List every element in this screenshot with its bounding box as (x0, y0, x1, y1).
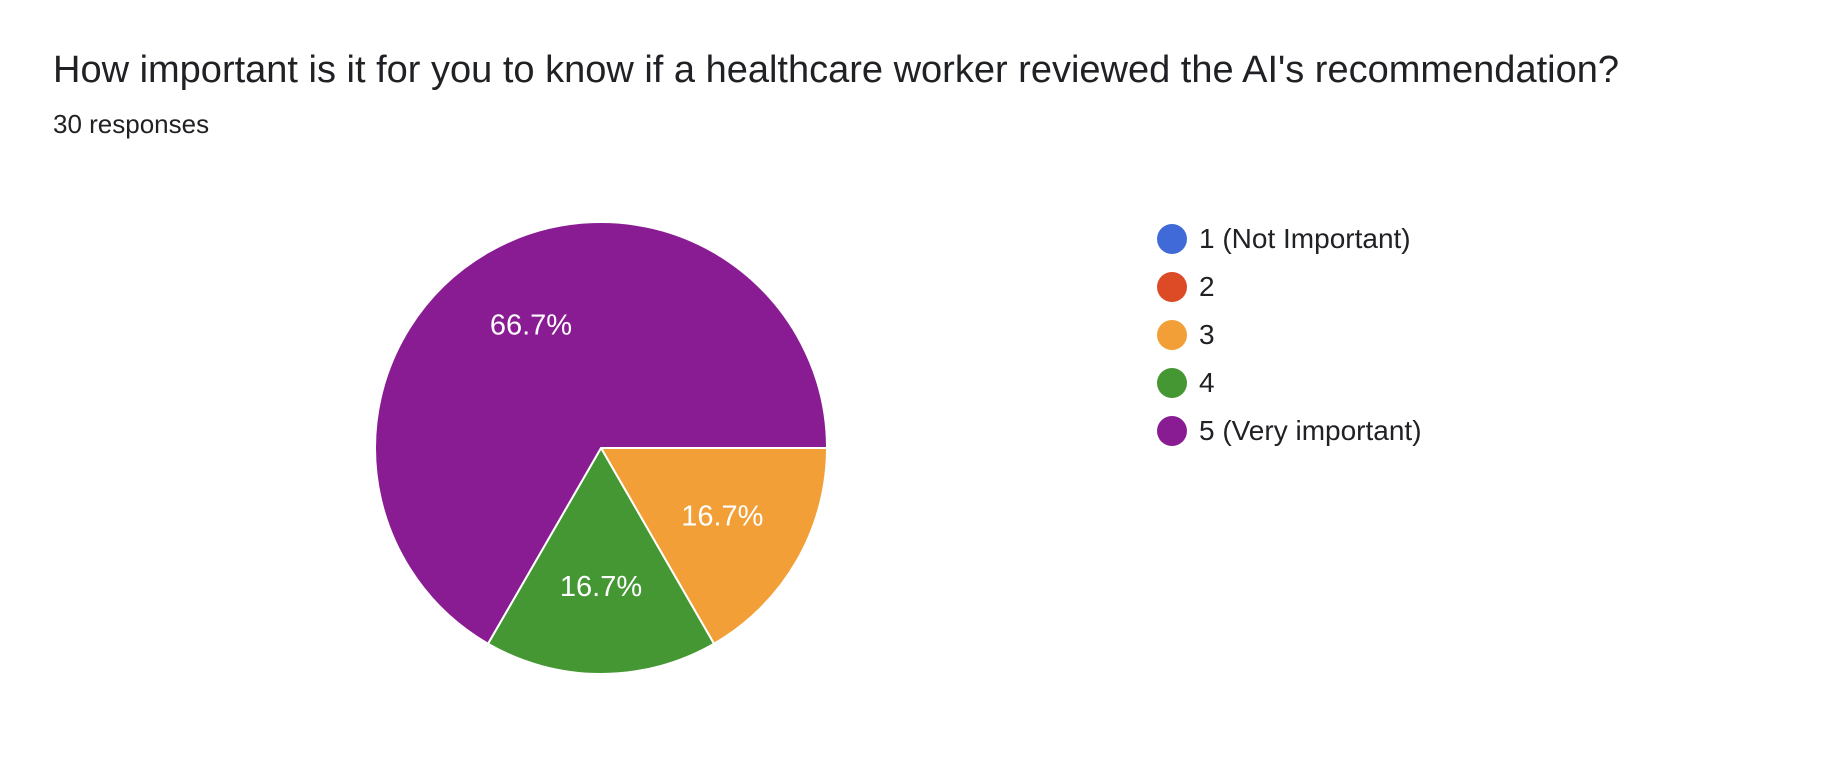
pie-slice-4[interactable] (486, 445, 716, 675)
slice-percent-label-4: 16.7% (560, 571, 642, 603)
legend-swatch-icon (1157, 368, 1187, 398)
legend-label: 2 (1199, 271, 1215, 302)
slice-percent-label-5: 66.7% (490, 309, 572, 341)
legend-swatch-icon (1157, 320, 1187, 350)
legend-label: 3 (1199, 319, 1215, 350)
legend-item-3[interactable]: 3 (1157, 311, 1422, 359)
legend-item-2[interactable]: 2 (1157, 263, 1422, 311)
slice-percent-label-3: 16.7% (681, 501, 763, 533)
chart-legend: 1 (Not Important) 2 3 4 5 (Very important) (1157, 215, 1422, 455)
legend-label: 5 (Very important) (1199, 415, 1422, 446)
legend-item-1[interactable]: 1 (Not Important) (1157, 215, 1422, 263)
legend-item-4[interactable]: 4 (1157, 359, 1422, 407)
legend-item-5[interactable]: 5 (Very important) (1157, 407, 1422, 455)
legend-label: 4 (1199, 367, 1215, 398)
legend-swatch-icon (1157, 416, 1187, 446)
legend-swatch-icon (1157, 224, 1187, 254)
pie-slice-3[interactable] (599, 447, 829, 646)
pie-slice-5[interactable] (374, 221, 829, 646)
response-count: 30 responses (53, 109, 210, 139)
legend-swatch-icon (1157, 272, 1187, 302)
question-title: How important is it for you to know if a… (53, 49, 1619, 91)
legend-label: 1 (Not Important) (1199, 223, 1411, 254)
